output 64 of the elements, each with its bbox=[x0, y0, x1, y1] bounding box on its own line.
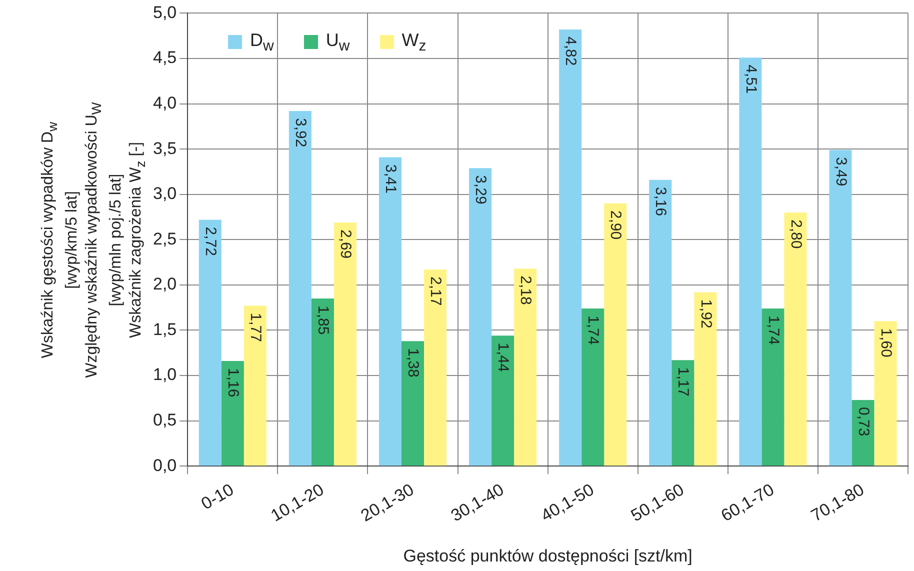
bar bbox=[739, 58, 762, 466]
bar bbox=[852, 400, 874, 466]
bar bbox=[649, 180, 672, 466]
data-label: 2,90 bbox=[607, 210, 624, 240]
bar bbox=[378, 157, 402, 466]
y-tick-label: 2,0 bbox=[152, 274, 177, 294]
y-tick-label: 5,0 bbox=[152, 2, 177, 22]
data-label: 1,60 bbox=[877, 328, 894, 358]
bar bbox=[582, 308, 604, 466]
legend-label: U$_{w}$ bbox=[326, 30, 350, 55]
bar bbox=[198, 220, 222, 466]
bar bbox=[401, 341, 424, 466]
data-label: 1,85 bbox=[314, 306, 332, 335]
data-label: 1,77 bbox=[247, 312, 264, 342]
data-label: 1,74 bbox=[764, 315, 782, 345]
data-label: 4,51 bbox=[742, 64, 760, 94]
bar bbox=[288, 111, 312, 466]
bar bbox=[874, 321, 897, 466]
data-label: 1,74 bbox=[584, 315, 602, 345]
data-label: 2,72 bbox=[202, 226, 220, 256]
data-label: 3,29 bbox=[472, 175, 490, 204]
data-label: 3,41 bbox=[382, 164, 400, 194]
bar bbox=[424, 270, 447, 466]
x-axis-title: Gęstość punktów dostępności [szt/km] bbox=[403, 546, 692, 566]
bar bbox=[829, 150, 852, 466]
data-label: 1,16 bbox=[224, 368, 242, 398]
data-label: 4,82 bbox=[562, 36, 580, 66]
y-tick-label: 3,0 bbox=[152, 184, 177, 204]
data-label: 1,17 bbox=[674, 367, 692, 396]
data-label: 2,18 bbox=[517, 276, 534, 305]
bar bbox=[492, 336, 514, 466]
y-tick-label: 0,5 bbox=[152, 410, 177, 430]
bar bbox=[469, 168, 492, 466]
y-tick-label: 4,0 bbox=[152, 93, 177, 112]
bar bbox=[221, 361, 244, 466]
bar bbox=[604, 203, 627, 466]
bar bbox=[784, 212, 807, 466]
y-tick-label: 1,0 bbox=[152, 365, 177, 384]
data-label: 2,69 bbox=[337, 229, 354, 259]
x-tick-label: 0-10 bbox=[198, 480, 237, 514]
y-tick-label: 3,5 bbox=[152, 138, 177, 158]
data-label: 3,92 bbox=[292, 118, 310, 148]
data-label: 3,16 bbox=[652, 186, 670, 216]
legend-label: W$_{z}$ bbox=[402, 30, 426, 55]
data-label: 1,92 bbox=[697, 299, 714, 328]
y-tick-label: 2,5 bbox=[152, 229, 177, 248]
legend-label: D$_{w}$ bbox=[250, 30, 274, 55]
data-label: 2,17 bbox=[427, 276, 444, 306]
bar bbox=[559, 30, 582, 466]
bar bbox=[311, 298, 334, 466]
bar bbox=[672, 360, 694, 466]
y-tick-label: 0,0 bbox=[152, 456, 177, 475]
y-tick-label: 1,5 bbox=[152, 320, 177, 339]
bar bbox=[762, 308, 784, 466]
data-label: 3,49 bbox=[832, 156, 850, 186]
data-label: 0,73 bbox=[854, 406, 872, 436]
data-label: 2,80 bbox=[787, 219, 804, 249]
bar bbox=[244, 306, 266, 466]
data-label: 1,44 bbox=[494, 342, 512, 372]
bar bbox=[514, 268, 537, 466]
bar bbox=[694, 292, 717, 466]
bar bbox=[334, 222, 356, 466]
data-label: 1,38 bbox=[404, 348, 422, 378]
y-tick-label: 4,5 bbox=[152, 48, 177, 68]
